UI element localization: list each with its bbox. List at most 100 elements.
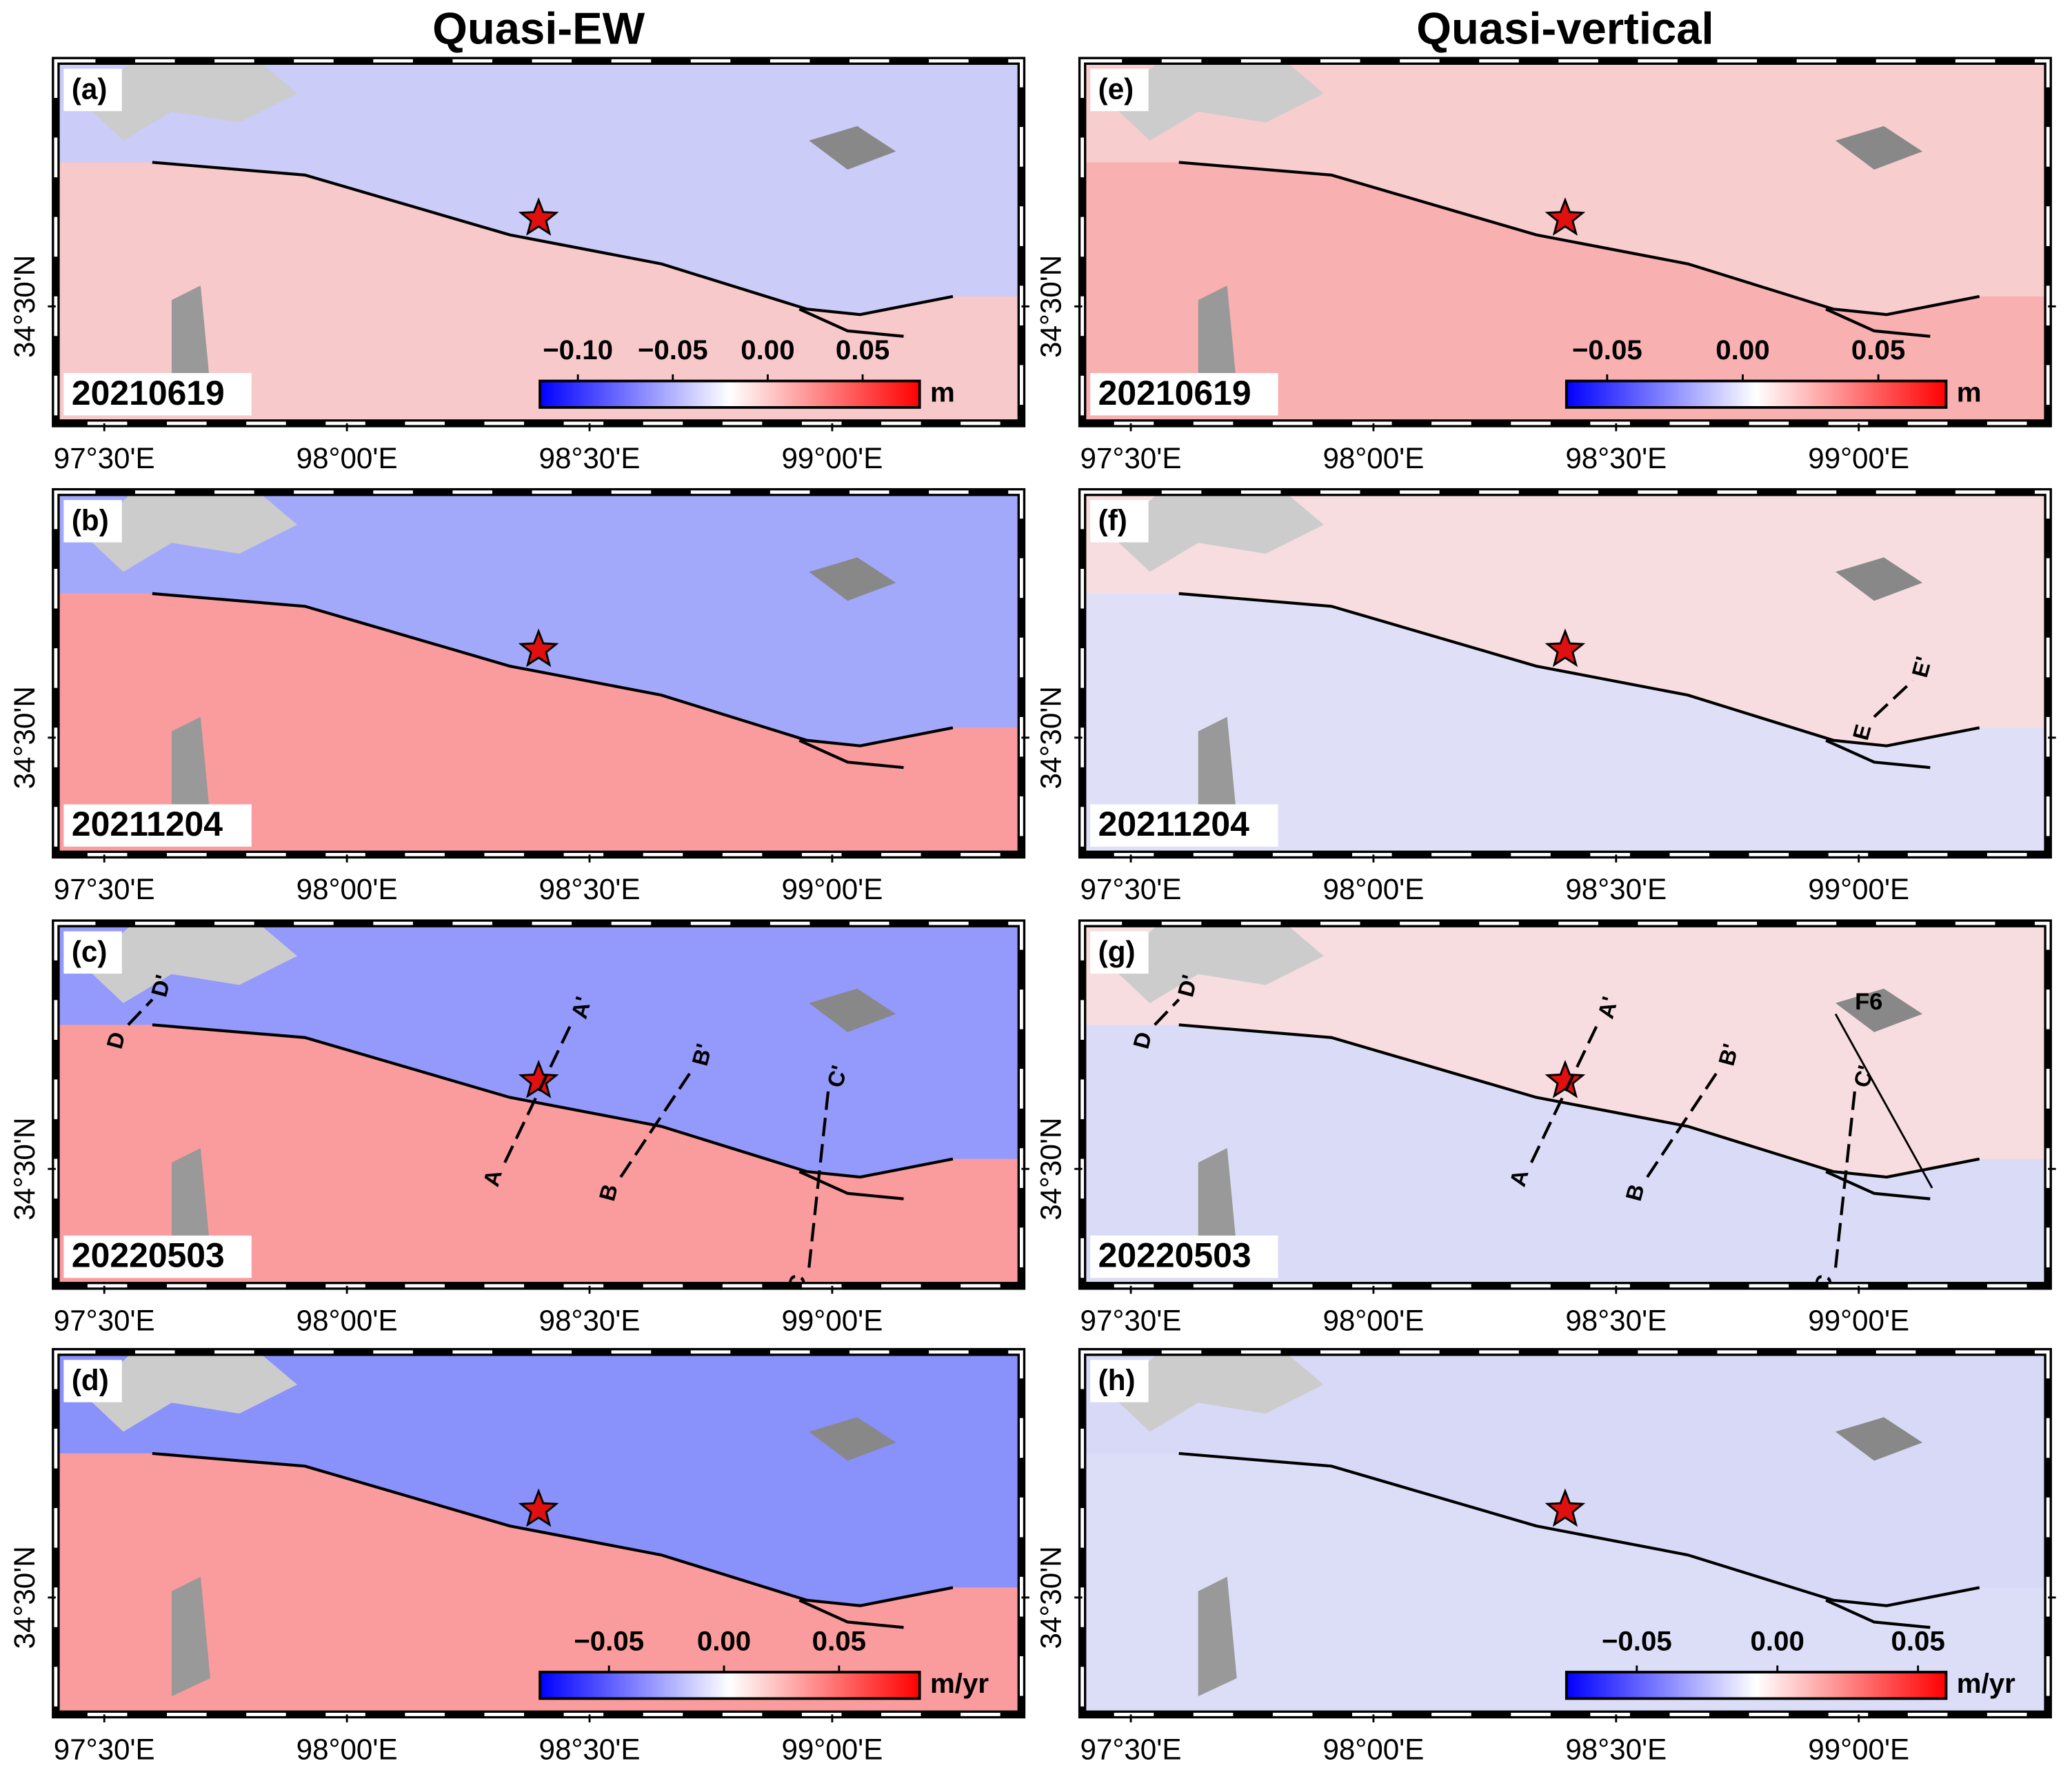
x-tick-label: 97°30'E bbox=[1080, 1733, 1182, 1765]
colorbar-tick-label: 0.00 bbox=[1751, 1625, 1804, 1656]
x-tick-label: 97°30'E bbox=[1080, 873, 1182, 905]
lake bbox=[84, 923, 297, 1003]
deformation-upper bbox=[1082, 492, 2049, 746]
deformation-lower bbox=[55, 593, 1022, 855]
colorbar-tick-label: −0.05 bbox=[638, 334, 708, 365]
profile-line bbox=[807, 1089, 830, 1268]
profile-line bbox=[127, 998, 154, 1026]
y-tick-label: 34°30'N bbox=[8, 255, 41, 358]
epicenter bbox=[518, 1488, 559, 1527]
label-box bbox=[1090, 931, 1149, 974]
masked-area bbox=[1198, 1576, 1237, 1697]
date-label: 20211204 bbox=[1098, 805, 1249, 843]
colorbar-unit: m bbox=[930, 376, 955, 408]
masked-area bbox=[171, 1576, 210, 1697]
background bbox=[1082, 1351, 2049, 1715]
x-tick-label: 98°00'E bbox=[296, 1733, 398, 1765]
panel-label: (f) bbox=[1098, 504, 1127, 536]
epicenter bbox=[518, 628, 559, 667]
masked-area bbox=[1835, 557, 1923, 601]
fault bbox=[152, 161, 954, 316]
colorbar-tick-label: −0.05 bbox=[574, 1625, 644, 1656]
background bbox=[55, 492, 1022, 855]
x-tick-label: 99°00'E bbox=[1808, 1305, 1909, 1337]
colorbar-tick-label: 0.00 bbox=[697, 1625, 751, 1656]
deformation-upper bbox=[55, 492, 1022, 746]
deformation-lower bbox=[1082, 1025, 2049, 1286]
epicenter bbox=[1545, 1488, 1586, 1527]
date-box bbox=[63, 373, 252, 416]
deformation-lower bbox=[1082, 1453, 2049, 1715]
deformation-lower bbox=[55, 1453, 1022, 1715]
x-tick-label: 99°00'E bbox=[1808, 873, 1909, 905]
panel-label: (h) bbox=[1098, 1364, 1136, 1396]
profile-line bbox=[1873, 679, 1914, 718]
field: AA'BB'CC'DD'F6 bbox=[1082, 923, 2049, 1286]
colorbar-unit: m bbox=[1957, 376, 1982, 408]
fault bbox=[1178, 1023, 1980, 1179]
fault bbox=[798, 308, 904, 338]
x-tick-label: 99°00'E bbox=[781, 1305, 883, 1337]
y-tick-label: 34°30'N bbox=[8, 686, 41, 789]
deformation-upper bbox=[55, 923, 1022, 1178]
lake bbox=[1111, 61, 1324, 141]
x-tick-label: 97°30'E bbox=[54, 873, 155, 905]
fault bbox=[798, 738, 904, 770]
fault-f6 bbox=[1834, 1013, 1933, 1189]
lake bbox=[1111, 923, 1324, 1003]
x-tick-label: 97°30'E bbox=[1080, 442, 1182, 474]
panel-label: (d) bbox=[72, 1364, 109, 1396]
fault-label: F6 bbox=[1855, 989, 1882, 1015]
fault bbox=[1178, 1451, 1980, 1607]
profile-line bbox=[1154, 998, 1180, 1026]
colorbar bbox=[1565, 379, 1948, 409]
colorbar bbox=[539, 379, 921, 409]
field bbox=[55, 492, 1022, 855]
x-tick-label: 98°00'E bbox=[296, 442, 398, 474]
x-tick-label: 98°00'E bbox=[1322, 1733, 1424, 1765]
x-tick-label: 98°00'E bbox=[296, 873, 398, 905]
masked-area bbox=[809, 125, 896, 170]
x-tick-label: 98°30'E bbox=[539, 1733, 641, 1765]
label-box bbox=[63, 68, 122, 112]
background bbox=[1082, 61, 2049, 423]
colorbar-tick-label: 0.05 bbox=[1851, 334, 1905, 365]
column-title: Quasi-EW bbox=[432, 3, 645, 53]
masked-area bbox=[1835, 988, 1923, 1032]
fault bbox=[1178, 592, 1980, 747]
x-tick-label: 97°30'E bbox=[54, 1305, 155, 1337]
map-panel: (h) 97°30'E 98°00'E 98°30'E 99°00'E 34°30'N −0… bbox=[1035, 1347, 2056, 1765]
deformation-lower bbox=[1082, 593, 2049, 855]
x-tick-label: 98°00'E bbox=[296, 1305, 398, 1337]
label-box bbox=[63, 1360, 122, 1402]
fault bbox=[1825, 308, 1931, 338]
lake bbox=[1111, 492, 1324, 572]
date-label: 20220503 bbox=[1098, 1236, 1251, 1275]
colorbar-tick-label: −0.10 bbox=[543, 334, 613, 365]
frame-dash bbox=[54, 1350, 1023, 1716]
x-tick-label: 98°30'E bbox=[1565, 1733, 1667, 1765]
panel-label: (a) bbox=[72, 73, 108, 105]
panel-label: (b) bbox=[72, 504, 109, 536]
colorbar bbox=[539, 1671, 921, 1700]
panel-label: (e) bbox=[1098, 73, 1134, 105]
field: EE' bbox=[1082, 492, 2049, 855]
panel-label: (c) bbox=[72, 935, 108, 967]
x-tick-label: 99°00'E bbox=[781, 1733, 883, 1765]
frame-dash bbox=[1080, 1350, 2050, 1716]
background bbox=[1082, 923, 2049, 1286]
field bbox=[1082, 61, 2049, 423]
date-label: 20210619 bbox=[72, 374, 225, 412]
lake bbox=[1111, 1351, 1324, 1432]
deformation-upper bbox=[1082, 1351, 2049, 1606]
date-label: 20210619 bbox=[1098, 374, 1251, 412]
map-panel: (b) 20211204 97°30'E 98°00'E 98°30'E 99°00'E 3… bbox=[8, 487, 1029, 905]
panel-label: (g) bbox=[1098, 935, 1136, 967]
masked-area bbox=[1835, 125, 1923, 170]
masked-area bbox=[809, 988, 896, 1032]
frame-dash bbox=[54, 921, 1023, 1288]
field: AA'BB'CC'DD' bbox=[55, 923, 1022, 1286]
x-tick-label: 98°30'E bbox=[539, 442, 641, 474]
field bbox=[55, 1351, 1022, 1715]
